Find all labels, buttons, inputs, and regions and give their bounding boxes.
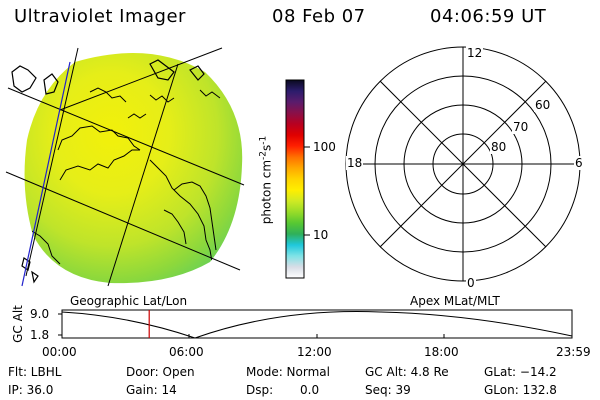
coastlines-outer	[11, 59, 205, 284]
status-seq: Seq: 39	[365, 383, 411, 397]
mlt-label-12: 12	[466, 46, 484, 60]
status-glat: GLat: −14.2	[484, 365, 557, 379]
status-dsp: Dsp:	[246, 383, 274, 397]
status-gain: Gain: 14	[126, 383, 177, 397]
orbit-x-tick-1800: 18:00	[424, 345, 459, 359]
orbit-x-ticks	[58, 313, 573, 338]
earth-disk	[24, 53, 243, 284]
colorbar-tick-10: 10	[313, 228, 329, 242]
mlat-label-70: 70	[512, 120, 530, 134]
apex-caption: Apex MLat/MLT	[410, 294, 500, 308]
observation-date: 08 Feb 07	[272, 6, 366, 27]
orbit-frame	[61, 309, 573, 339]
orbit-x-tick-1200: 12:00	[297, 345, 332, 359]
orbit-x-tick-2359: 23:59	[556, 345, 591, 359]
status-glon: GLon: 132.8	[484, 383, 557, 397]
mlt-label-6: 6	[574, 156, 584, 170]
instrument-title: Ultraviolet Imager	[14, 6, 186, 27]
status-dsp-value: 0.0	[300, 383, 320, 397]
status-ip: IP: 36.0	[8, 383, 54, 397]
status-gc-alt: GC Alt: 4.8 Re	[365, 365, 449, 379]
status-filter: Flt: LBHL	[8, 365, 62, 379]
status-door: Door: Open	[126, 365, 195, 379]
coastlines	[29, 87, 221, 265]
terminator-line	[21, 61, 71, 287]
orbit-x-tick-0600: 06:00	[169, 345, 204, 359]
orbit-y-tick-high: 9.0	[30, 307, 50, 321]
graticule	[5, 47, 245, 287]
orbit-x-tick-0000: 00:00	[42, 345, 77, 359]
geographic-caption: Geographic Lat/Lon	[70, 294, 188, 308]
observation-time: 04:06:59 UT	[430, 6, 547, 27]
orbit-y-tick-low: 1.8	[30, 328, 50, 342]
altitude-curve	[61, 311, 573, 339]
mlt-label-0: 0	[466, 276, 476, 290]
mlt-label-18: 18	[346, 156, 364, 170]
mlat-label-80: 80	[490, 140, 508, 154]
colorbar-tick-100: 100	[313, 140, 336, 154]
mlat-label-60: 60	[534, 98, 552, 112]
mlt-line-diag-2	[379, 80, 547, 248]
status-mode: Mode: Normal	[246, 365, 330, 379]
